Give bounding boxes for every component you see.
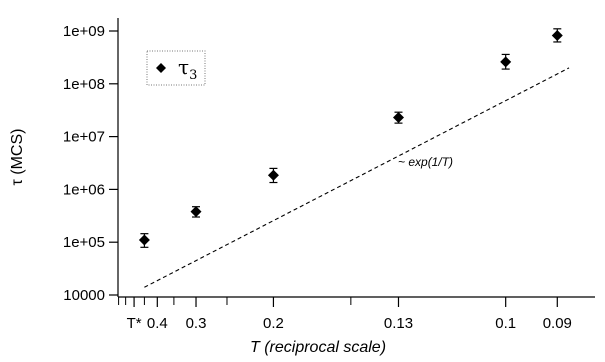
legend: τ3 bbox=[146, 50, 206, 86]
data-point bbox=[190, 206, 202, 218]
x-tick-label: 0.3 bbox=[186, 315, 207, 332]
plot-frame bbox=[117, 18, 595, 298]
reference-line bbox=[144, 67, 570, 288]
y-tick-label: 1e+05 bbox=[63, 234, 105, 251]
data-point bbox=[138, 234, 150, 246]
x-axis-ticks: T* 0.4 0.3 0.2 0.13 0.1 0.09 bbox=[118, 297, 572, 332]
y-tick-label: 1e+09 bbox=[63, 23, 105, 40]
data-point bbox=[551, 30, 563, 42]
y-axis-label: τ (MCS) bbox=[9, 129, 26, 186]
data-point bbox=[500, 56, 512, 68]
y-tick-label: 1e+08 bbox=[63, 76, 105, 93]
data-point bbox=[392, 112, 404, 124]
x-tick-label: 0.09 bbox=[543, 315, 572, 332]
legend-marker bbox=[156, 63, 166, 73]
data-series bbox=[138, 28, 563, 248]
y-tick-label: 1e+06 bbox=[63, 181, 105, 198]
x-tick-label: 0.2 bbox=[263, 315, 284, 332]
y-tick-label: 10000 bbox=[63, 287, 105, 304]
legend-box bbox=[146, 50, 206, 86]
x-tick-label: 0.4 bbox=[147, 315, 168, 332]
y-axis-ticks: 10000 1e+05 1e+06 1e+07 1e+08 1e+09 bbox=[63, 23, 118, 304]
x-tick-label: 0.13 bbox=[384, 315, 413, 332]
x-axis-label: T (reciprocal scale) bbox=[250, 339, 386, 356]
legend-label: τ3 bbox=[178, 55, 197, 83]
x-tick-label: 0.1 bbox=[495, 315, 516, 332]
reference-line-label: ~ exp(1/T) bbox=[398, 155, 453, 169]
data-point bbox=[267, 169, 279, 181]
x-tick-label: T* bbox=[127, 315, 142, 332]
y-tick-label: 1e+07 bbox=[63, 129, 105, 146]
